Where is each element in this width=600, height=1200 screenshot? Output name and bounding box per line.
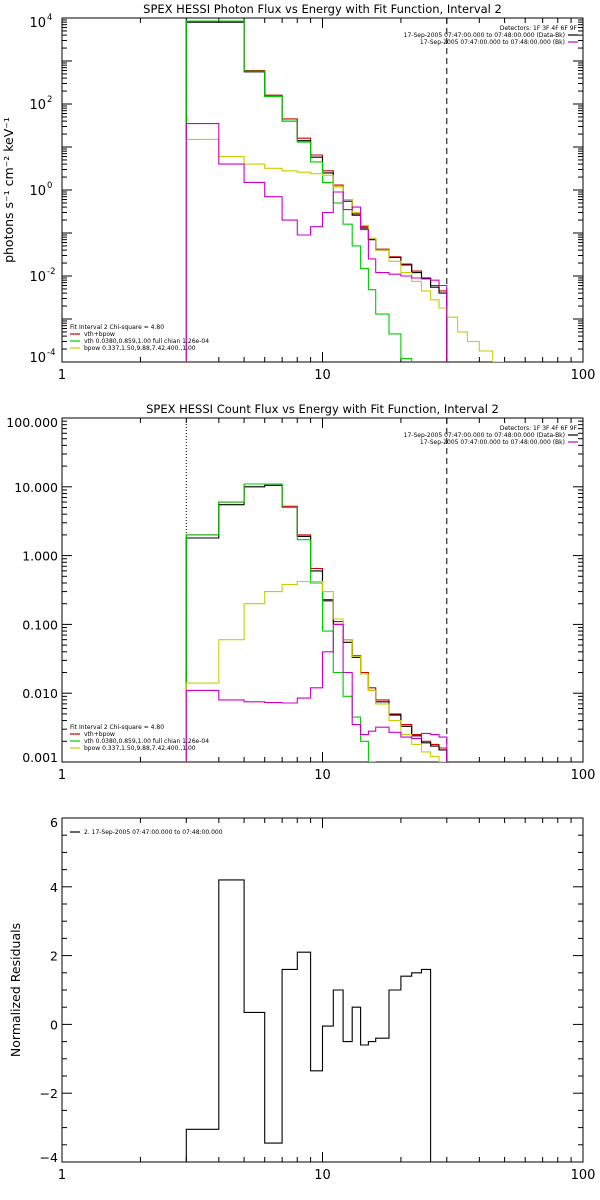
- series-2-step-line: [185, 483, 376, 762]
- x-tick-label: 100: [571, 768, 596, 783]
- y-tick-label: 0.100: [22, 617, 58, 632]
- x-tick-label: 10: [314, 368, 331, 383]
- residuals-panel: 1 10 100 −4 −2 0 2 4 6 Normalized Residuals 2. 17-…: [8, 815, 595, 1183]
- y-tick-exponent: 4: [47, 13, 52, 23]
- series-1-step-line: [185, 21, 448, 362]
- legend-entry-label: vth 0.0380,0.859,1.00 full chian 1.26e-0…: [84, 738, 209, 745]
- series-3-step-line: [185, 580, 447, 762]
- legend-entry-label: 2. 17-Sep-2005 07:47:00.000 to 07:48:00.…: [84, 829, 223, 836]
- y-tick-label: 10: [29, 184, 46, 199]
- y-tick-label: 10: [29, 16, 46, 31]
- legend-fit-header: Fit Interval 2 Chi-square = 4.80: [70, 324, 164, 331]
- y-tick-exponent: 0: [47, 181, 52, 191]
- legend-entry-label: vth+bpow: [84, 731, 115, 738]
- photon-flux-panel: SPEX HESSI Photon Flux vs Energy with Fi…: [1, 2, 595, 383]
- series-3-step-line: [185, 138, 505, 362]
- y-tick-label: 0: [50, 1017, 58, 1032]
- series-0-step-line: [185, 879, 432, 1162]
- series-1-step-line: [185, 484, 448, 762]
- x-tick-label: 1: [58, 768, 66, 783]
- legend-entry-label: 17-Sep-2005 07:47:00.000 to 07:48:00.000…: [420, 39, 565, 46]
- y-tick-label: 0.010: [22, 686, 58, 701]
- legend-entry-label: 17-Sep-2005 07:47:00.000 to 07:48:00.000…: [404, 32, 565, 39]
- y-axis-label: Normalized Residuals: [8, 923, 23, 1057]
- y-tick-label: 0.001: [22, 750, 58, 765]
- x-tick-label: 10: [314, 1168, 331, 1183]
- series-2-step-line: [185, 20, 423, 362]
- y-tick-label: 6: [50, 815, 58, 830]
- series-0-step-line: [185, 20, 448, 362]
- x-tick-label: 10: [314, 768, 331, 783]
- y-tick-label: 10.000: [14, 480, 58, 495]
- y-tick-label: 4: [50, 880, 58, 895]
- y-axis-label: photons s⁻¹ cm⁻² keV⁻¹: [1, 117, 16, 263]
- chart-title: SPEX HESSI Photon Flux vs Energy with Fi…: [143, 2, 502, 16]
- plot-frame: [61, 817, 584, 1163]
- y-tick-label: 100.000: [6, 415, 58, 430]
- x-tick-label: 1: [58, 368, 66, 383]
- legend-detectors: Detectors: 1F 3F 4F 6F 9F: [500, 425, 578, 432]
- count-flux-panel: SPEX HESSI Count Flux vs Energy with Fit…: [6, 402, 595, 783]
- y-tick-label: 10: [29, 270, 46, 285]
- x-tick-label: 100: [571, 1168, 596, 1183]
- y-tick-exponent: 2: [47, 95, 52, 105]
- legend-entry-label: bpow 0.337,1.50,9.88,7.42,400.,1.00: [84, 745, 196, 752]
- plot-frame: [61, 17, 584, 363]
- legend-entry-label: vth 0.0380,0.859,1.00 full chian 1.26e-0…: [84, 338, 209, 345]
- y-tick-label: −2: [40, 1086, 58, 1101]
- y-tick-label: 10: [29, 98, 46, 113]
- y-tick-exponent: -4: [47, 348, 55, 358]
- series-4-step-line: [185, 123, 448, 362]
- x-tick-label: 1: [58, 1168, 66, 1183]
- legend-entry-label: 17-Sep-2005 07:47:00.000 to 07:48:00.000…: [420, 439, 565, 446]
- y-tick-exponent: -2: [47, 267, 55, 277]
- legend-fit-header: Fit Interval 2 Chi-square = 4.80: [70, 724, 164, 731]
- legend-entry-label: vth+bpow: [84, 331, 115, 338]
- y-tick-label: 10: [29, 351, 46, 366]
- legend-detectors: Detectors: 1F 3F 4F 6F 9F: [500, 25, 578, 32]
- y-tick-label: 2: [50, 949, 58, 964]
- y-tick-label: −4: [40, 1150, 58, 1165]
- chart-title: SPEX HESSI Count Flux vs Energy with Fit…: [146, 402, 499, 416]
- x-tick-label: 100: [571, 368, 596, 383]
- y-tick-label: 1.000: [22, 549, 58, 564]
- series-4-step-line: [185, 623, 448, 762]
- legend-entry-label: 17-Sep-2005 07:47:00.000 to 07:48:00.000…: [404, 432, 565, 439]
- legend-entry-label: bpow 0.337,1.50,9.88,7.42,400.,1.00: [84, 345, 196, 352]
- series-0-step-line: [185, 483, 448, 762]
